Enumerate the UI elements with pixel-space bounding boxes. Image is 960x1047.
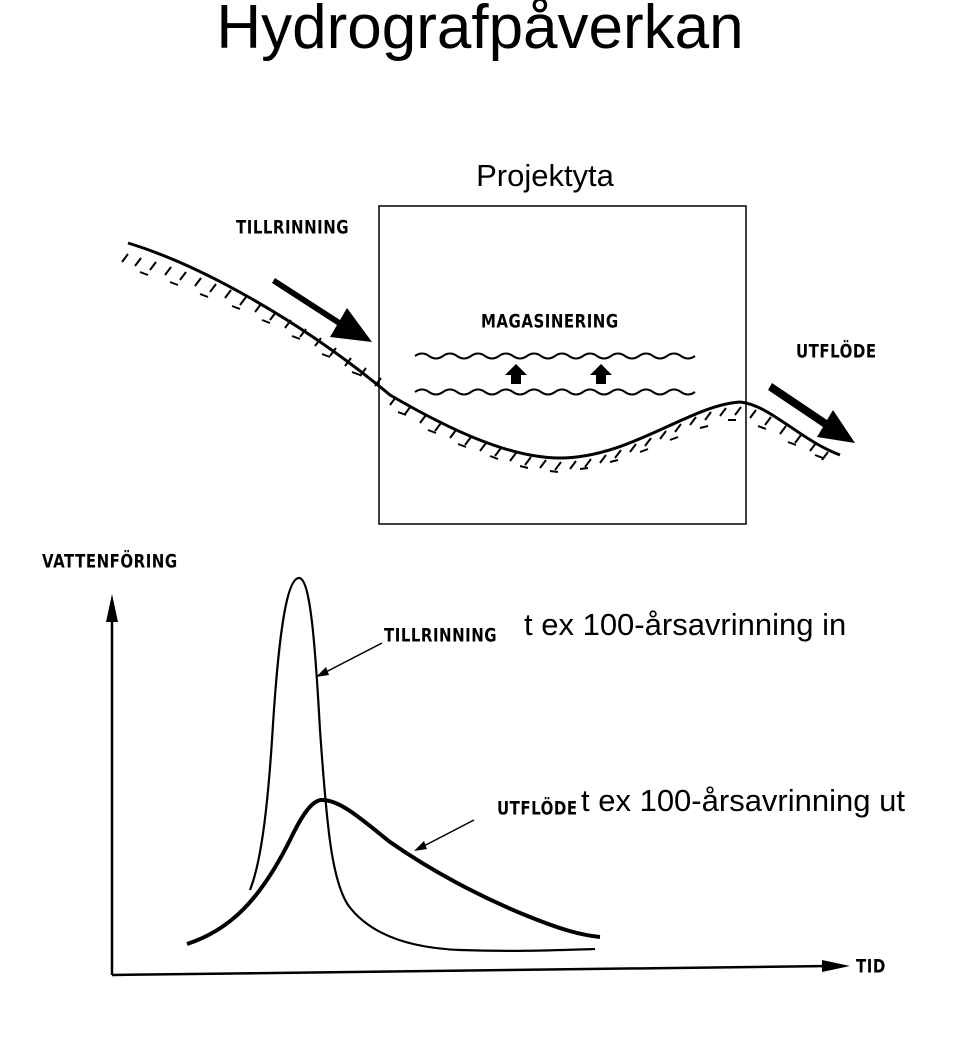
terrain-hatching bbox=[121, 253, 829, 471]
storage-label: MAGASINERING bbox=[481, 310, 619, 333]
terrain-line bbox=[127, 241, 841, 460]
inflow-label: TILLRINNING bbox=[236, 216, 350, 239]
x-axis-label: TID bbox=[856, 955, 886, 978]
y-axis-label: VATTENFÖRING bbox=[42, 550, 178, 573]
x-axis-arrowhead bbox=[822, 960, 850, 972]
inflow-pointer-line bbox=[321, 642, 383, 675]
inflow-pointer-head bbox=[316, 667, 329, 677]
rise-arrow-left bbox=[505, 364, 527, 384]
inflow-arrow bbox=[272, 278, 372, 342]
outflow-pointer-head bbox=[414, 841, 427, 851]
outflow-pointer-line bbox=[419, 819, 475, 849]
storage-water-line-upper bbox=[414, 352, 696, 360]
inflow-hydrograph-curve bbox=[248, 576, 596, 952]
y-axis-arrowhead bbox=[106, 594, 118, 622]
outflow-caption: t ex 100-årsavrinning ut bbox=[581, 783, 905, 818]
hydrograph-inflow-label: TILLRINNING bbox=[384, 624, 498, 647]
x-axis-line bbox=[111, 964, 831, 977]
outflow-arrow bbox=[768, 383, 855, 443]
page-title: Hydrografpåverkan bbox=[216, 0, 744, 62]
rise-arrow-right bbox=[590, 364, 612, 384]
outflow-label: UTFLÖDE bbox=[796, 340, 877, 363]
outflow-hydrograph-curve bbox=[186, 797, 601, 946]
inflow-caption: t ex 100-årsavrinning in bbox=[524, 607, 847, 642]
project-area-box bbox=[378, 205, 747, 525]
storage-water-line-lower bbox=[414, 388, 696, 396]
hydrograph-outflow-label: UTFLÖDE bbox=[497, 797, 578, 820]
project-area-label: Projektyta bbox=[476, 158, 614, 193]
terrain-hatching-dashes bbox=[139, 271, 824, 473]
